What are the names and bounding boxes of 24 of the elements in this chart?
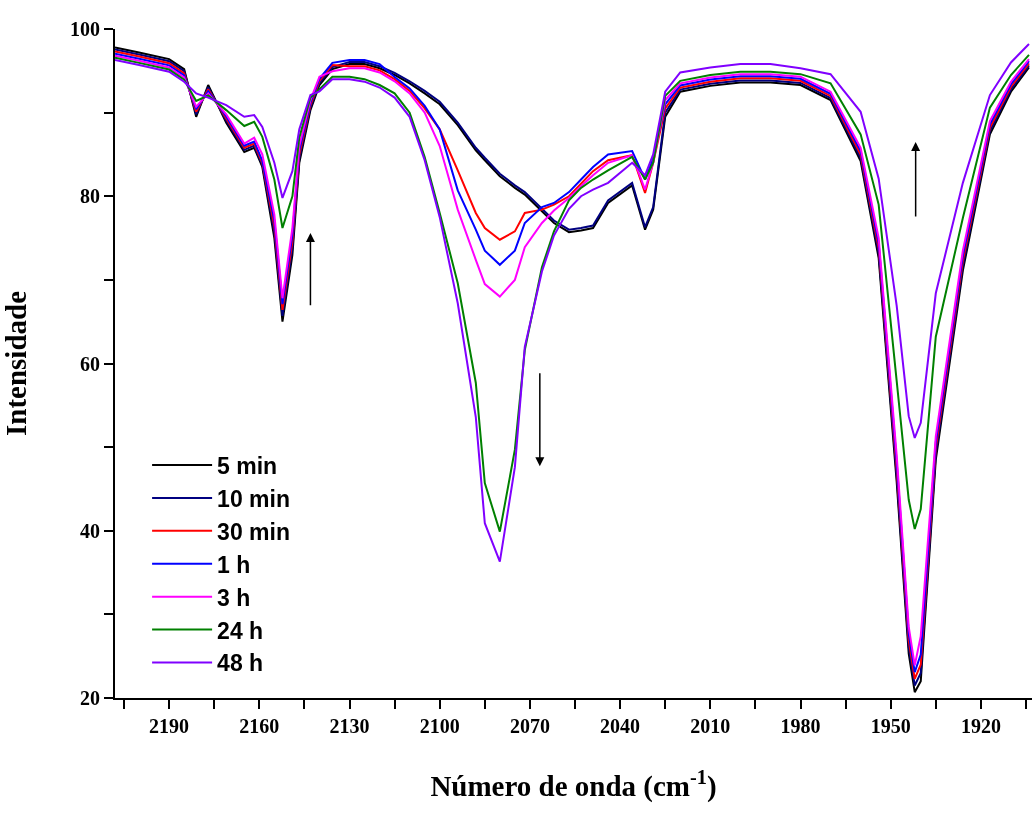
y-tick-label: 80 bbox=[80, 185, 100, 208]
y-tick-label: 40 bbox=[80, 519, 100, 542]
x-tick-label: 1950 bbox=[870, 715, 911, 737]
x-tick-label: 2070 bbox=[509, 715, 550, 737]
legend-label: 1 h bbox=[217, 551, 251, 578]
x-tick-label: 2190 bbox=[149, 715, 190, 737]
legend-label: 24 h bbox=[217, 617, 264, 644]
legend-label: 48 h bbox=[217, 650, 264, 677]
x-tick-label: 1980 bbox=[780, 715, 821, 737]
legend-label: 30 min bbox=[217, 518, 290, 545]
y-tick-label: 20 bbox=[80, 687, 100, 709]
x-tick-label: 2040 bbox=[600, 715, 641, 737]
x-tick-label: 2010 bbox=[690, 715, 731, 737]
y-tick-label: 60 bbox=[80, 352, 100, 375]
x-tick-label: 2130 bbox=[329, 715, 370, 737]
y-tick-label: 100 bbox=[70, 18, 100, 40]
x-tick-label: 2100 bbox=[419, 715, 460, 737]
x-tick-label: 1920 bbox=[960, 715, 1001, 737]
legend-label: 3 h bbox=[217, 584, 251, 611]
x-tick-label: 2160 bbox=[239, 715, 280, 737]
y-axis-title: Intensidade bbox=[0, 290, 32, 437]
legend-label: 10 min bbox=[217, 485, 290, 512]
x-axis-title: Número de onda (cm$^{-1}$) bbox=[430, 766, 717, 804]
legend-label: 5 min bbox=[217, 453, 278, 480]
